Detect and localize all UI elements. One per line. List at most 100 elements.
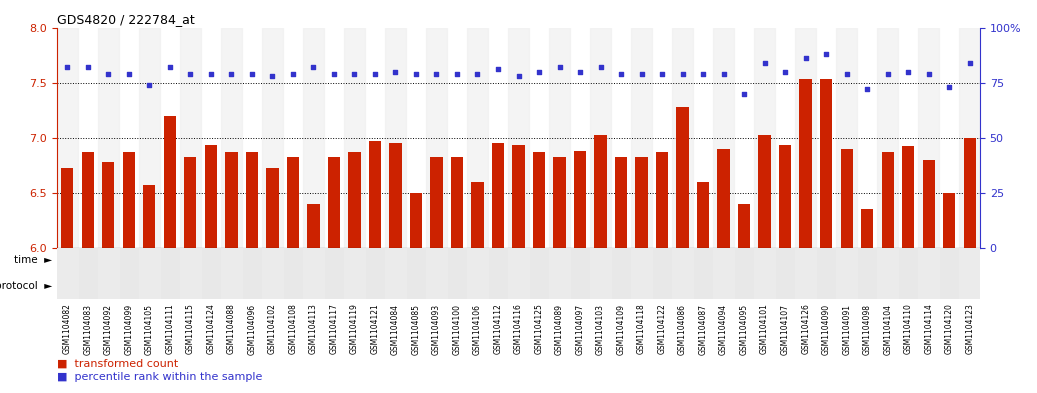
- Point: [305, 64, 321, 70]
- Bar: [590, 28, 611, 248]
- Bar: [672, 28, 693, 248]
- Bar: [943, 193, 955, 248]
- Point: [449, 71, 466, 77]
- Point: [264, 73, 281, 79]
- Point: [120, 71, 137, 77]
- Point: [244, 71, 260, 77]
- Point: [202, 71, 219, 77]
- Text: protocol  ►: protocol ►: [0, 281, 52, 291]
- Bar: [754, 248, 775, 299]
- Bar: [881, 152, 894, 248]
- Bar: [837, 248, 857, 299]
- Bar: [963, 138, 976, 248]
- Point: [674, 71, 691, 77]
- Bar: [919, 28, 938, 248]
- Point: [736, 90, 753, 97]
- Bar: [385, 248, 405, 299]
- Bar: [99, 248, 118, 299]
- Text: day 4: day 4: [811, 255, 842, 265]
- Bar: [615, 157, 627, 248]
- Point: [100, 71, 116, 77]
- Bar: [919, 248, 938, 299]
- Bar: [529, 273, 672, 299]
- Bar: [246, 152, 258, 248]
- Bar: [632, 248, 652, 299]
- Point: [571, 68, 588, 75]
- Bar: [328, 157, 340, 248]
- Bar: [57, 273, 242, 299]
- Bar: [139, 28, 160, 248]
- Bar: [837, 28, 857, 248]
- Point: [489, 66, 506, 72]
- Bar: [590, 248, 611, 299]
- Text: exercise: exercise: [721, 281, 767, 291]
- Bar: [861, 209, 873, 248]
- Bar: [426, 248, 447, 299]
- Point: [859, 86, 875, 92]
- Bar: [713, 28, 734, 248]
- Bar: [877, 28, 898, 248]
- Point: [653, 71, 670, 77]
- Bar: [959, 28, 980, 248]
- Bar: [348, 152, 361, 248]
- Bar: [185, 157, 196, 248]
- Bar: [468, 28, 487, 248]
- Bar: [385, 273, 529, 299]
- Bar: [877, 248, 898, 299]
- Text: time  ►: time ►: [13, 255, 52, 265]
- Bar: [779, 145, 791, 248]
- Point: [510, 73, 527, 79]
- Point: [367, 71, 384, 77]
- Bar: [550, 28, 569, 248]
- Bar: [164, 116, 176, 248]
- Bar: [718, 149, 730, 248]
- Point: [592, 64, 609, 70]
- Text: ■  percentile rank within the sample: ■ percentile rank within the sample: [57, 372, 262, 382]
- Bar: [344, 28, 365, 248]
- Bar: [57, 248, 385, 273]
- Point: [531, 68, 548, 75]
- Bar: [139, 248, 160, 299]
- Bar: [902, 146, 915, 248]
- Bar: [287, 157, 299, 248]
- Bar: [672, 248, 980, 273]
- Point: [80, 64, 96, 70]
- Bar: [672, 248, 693, 299]
- Bar: [713, 248, 734, 299]
- Bar: [303, 28, 324, 248]
- Point: [408, 71, 424, 77]
- Point: [716, 71, 732, 77]
- Bar: [180, 248, 200, 299]
- Point: [941, 84, 957, 90]
- Point: [223, 71, 240, 77]
- Text: day 2: day 2: [513, 255, 544, 265]
- Point: [921, 71, 937, 77]
- Point: [469, 71, 485, 77]
- Bar: [533, 152, 545, 248]
- Bar: [738, 204, 750, 248]
- Bar: [61, 168, 74, 248]
- Bar: [451, 157, 464, 248]
- Bar: [492, 143, 504, 248]
- Bar: [508, 28, 529, 248]
- Point: [797, 55, 814, 61]
- Point: [879, 71, 896, 77]
- Bar: [656, 152, 668, 248]
- Text: exercise: exercise: [127, 281, 172, 291]
- Point: [284, 71, 301, 77]
- Bar: [754, 28, 775, 248]
- Point: [838, 71, 854, 77]
- Bar: [841, 149, 852, 248]
- Bar: [758, 135, 770, 248]
- Point: [141, 82, 158, 88]
- Bar: [385, 248, 672, 273]
- Bar: [389, 143, 401, 248]
- Bar: [204, 145, 217, 248]
- Text: control: control: [878, 281, 918, 291]
- Bar: [99, 28, 118, 248]
- Bar: [550, 248, 569, 299]
- Bar: [369, 141, 381, 248]
- Point: [900, 68, 917, 75]
- Bar: [672, 273, 816, 299]
- Bar: [225, 152, 237, 248]
